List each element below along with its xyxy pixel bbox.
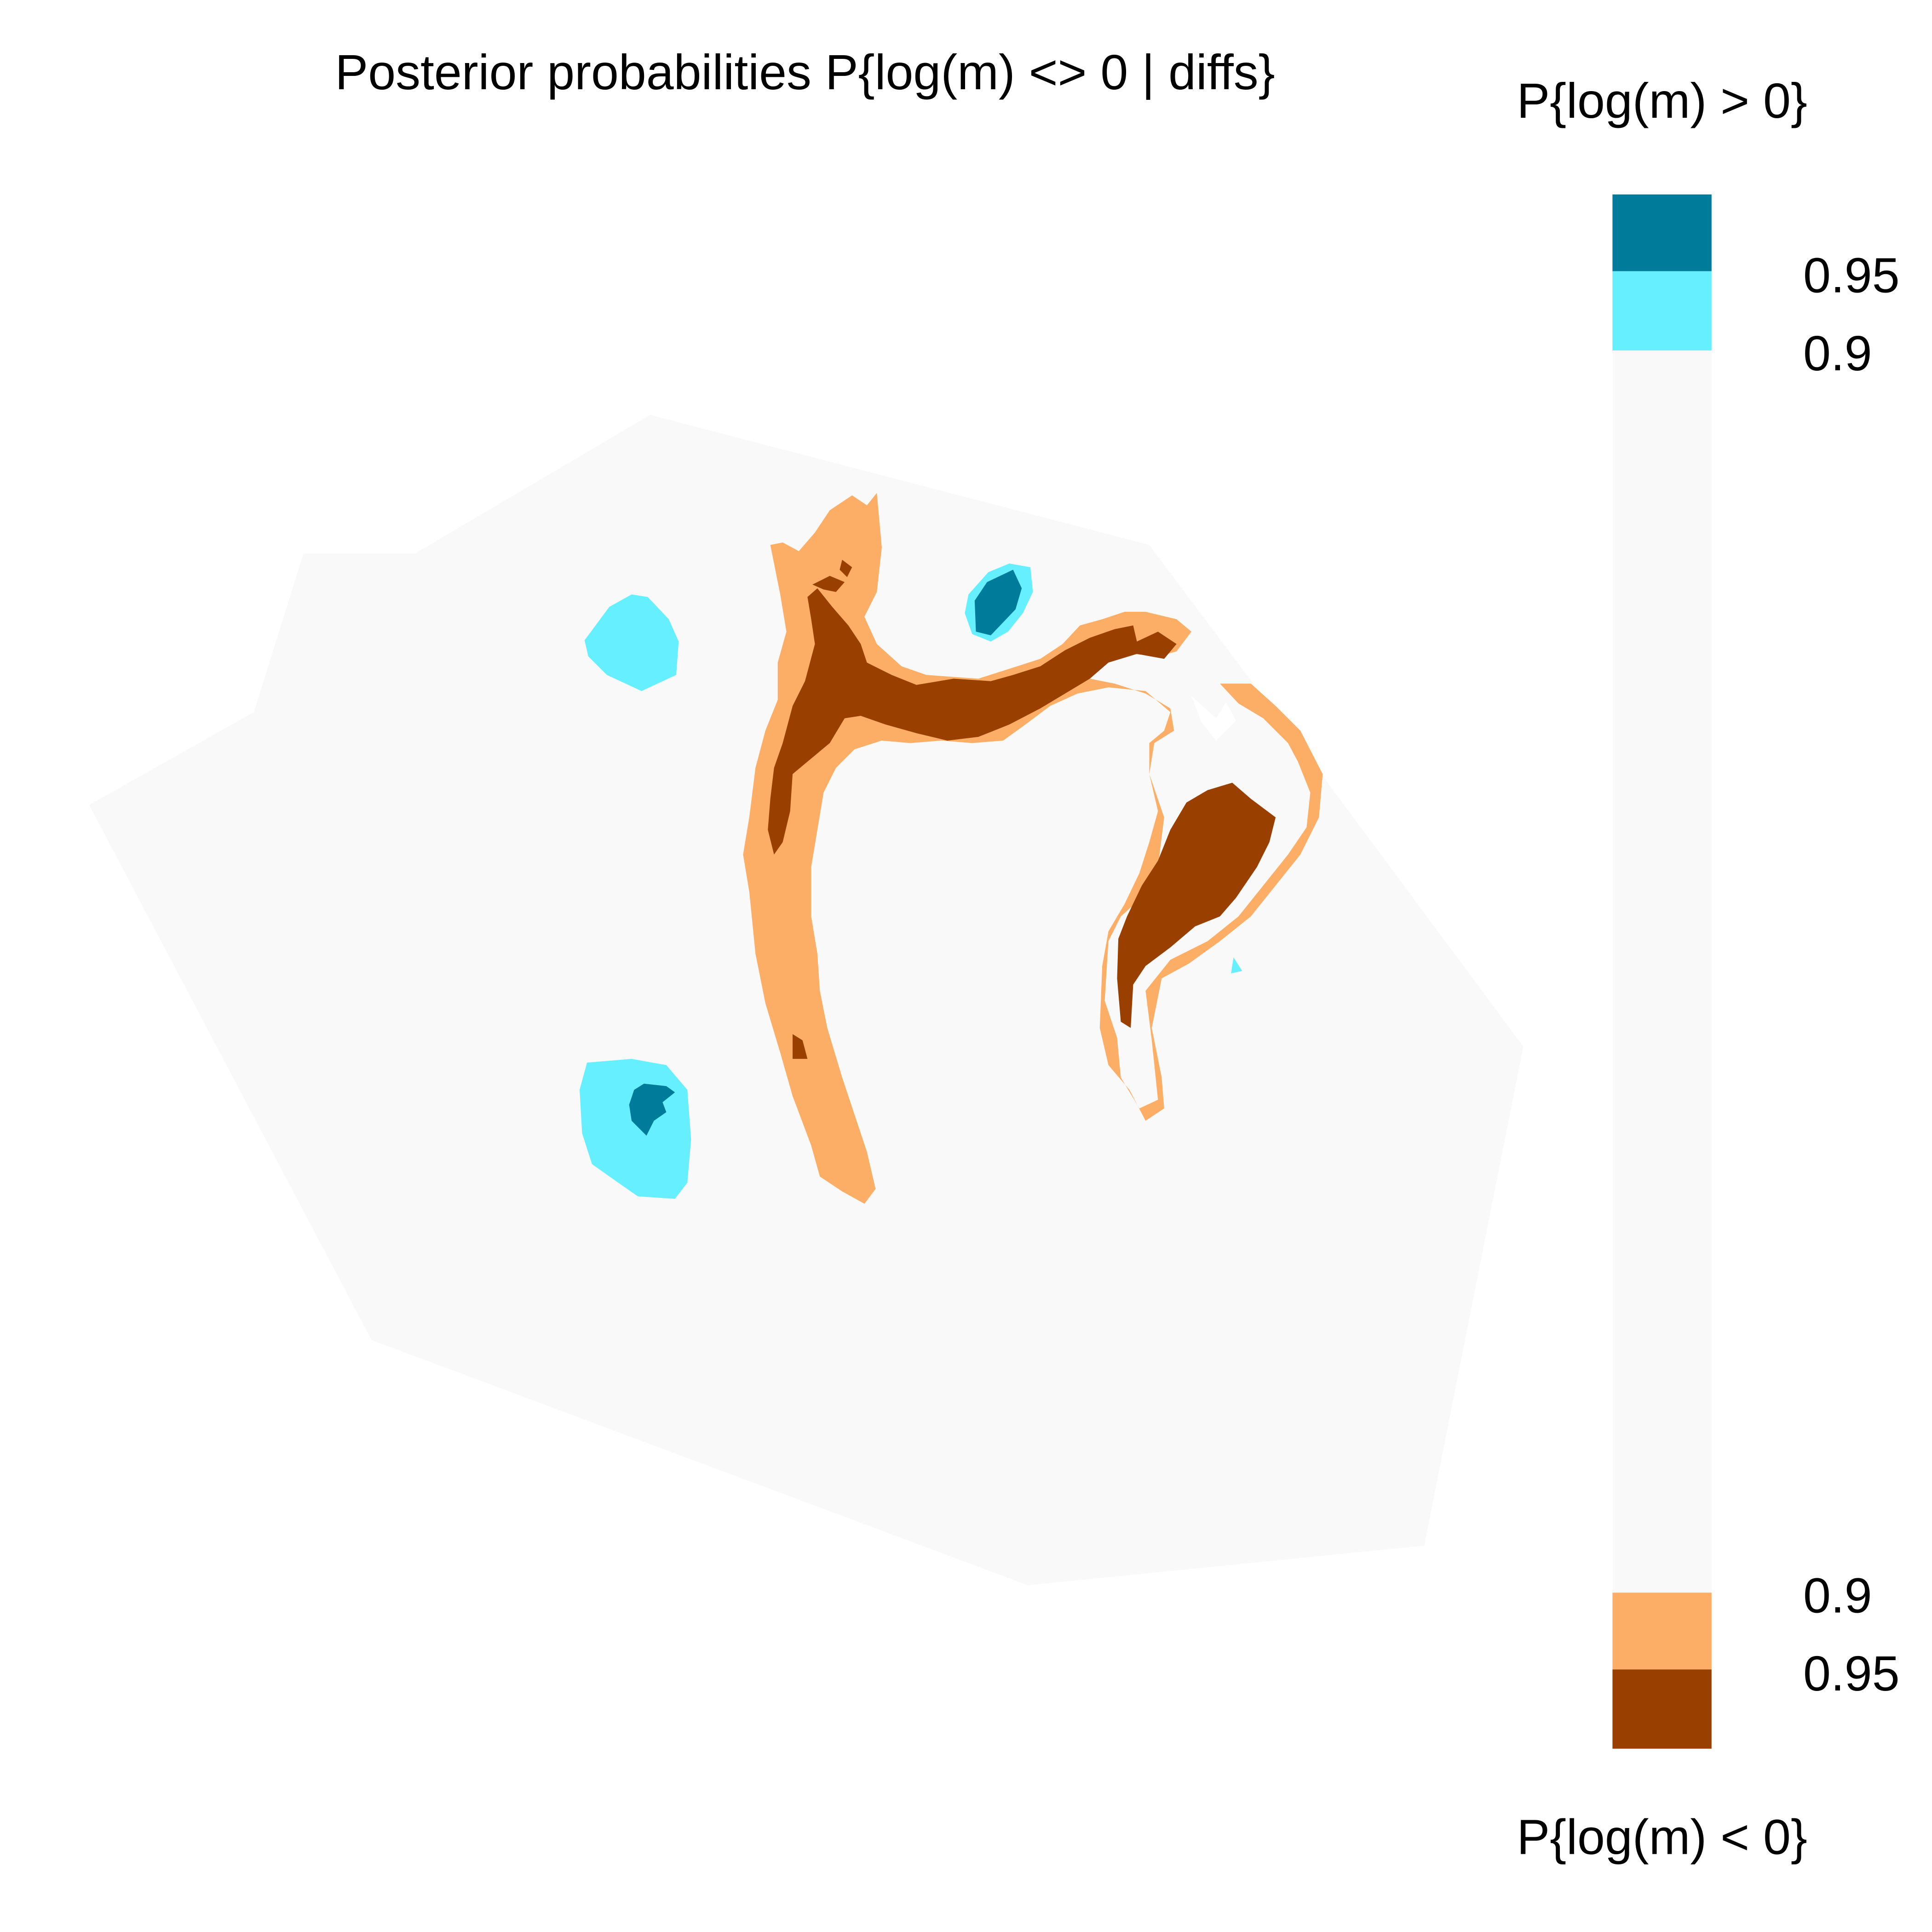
legend-swatch-neutral (1612, 350, 1712, 1593)
legend-label-top-90: 0.9 (1803, 326, 1872, 381)
negative-core-fleck-1 (812, 575, 845, 592)
map-title: Posterior probabilities P{log(m) <> 0 | … (335, 45, 1275, 100)
negative-core-fleck-3 (793, 1034, 808, 1059)
legend-label-top-95: 0.95 (1803, 247, 1900, 303)
positive-region-small-right (1231, 957, 1242, 974)
legend-top-title: P{log(m) > 0} (1517, 73, 1807, 128)
negative-core-right-arm (1117, 782, 1276, 1028)
legend-swatch-pos-95 (1612, 194, 1712, 271)
legend-label-bottom-95: 0.95 (1803, 1646, 1900, 1701)
legend-swatch-neg-90 (1612, 1593, 1712, 1670)
habitat-gap (1191, 696, 1236, 741)
negative-region-arch (743, 493, 1323, 1204)
legend-swatch-neg-95 (1612, 1669, 1712, 1749)
positive-core-lower-left (629, 1083, 675, 1136)
legend-swatch-pos-90 (1612, 271, 1712, 351)
negative-core-fleck-2 (840, 559, 852, 577)
positive-core-upper-middle (974, 569, 1022, 636)
legend: P{log(m) > 0} 0.95 0.9 0.9 0.95 P{log(m)… (1517, 73, 1899, 1865)
positive-region-upper-left (584, 594, 679, 691)
legend-bottom-title: P{log(m) < 0} (1517, 1809, 1807, 1864)
negative-core-arch (768, 588, 1177, 855)
legend-label-bottom-90: 0.9 (1803, 1568, 1872, 1623)
